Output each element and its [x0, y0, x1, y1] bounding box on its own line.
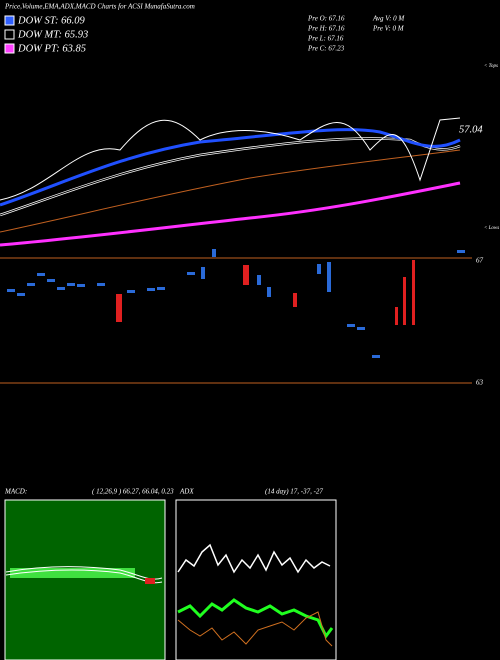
macd-panel — [4, 499, 166, 660]
legend-item: DOW ST: 66.09 — [17, 15, 86, 26]
page-title: Price,Volume,EMA,ADX,MACD Charts for ACS… — [4, 3, 195, 11]
ema-brown — [0, 149, 461, 233]
volume-axis-label: 67 — [476, 257, 484, 265]
quote-text: Pre C: 67.23 — [307, 45, 345, 53]
adx-params: (14 day) 17, -37, -27 — [265, 488, 323, 496]
macd-params: ( 12,26,9 ) 66.27, 66.04, 0.23 — [92, 488, 174, 496]
adx-panel — [175, 499, 337, 660]
price-line — [0, 117, 461, 201]
macd-negative — [145, 578, 155, 584]
quote-text: Pre V: 0 M — [372, 25, 405, 33]
macd-histogram — [10, 568, 135, 578]
legend-swatch — [4, 29, 15, 40]
lows-label: < Lows — [484, 226, 499, 231]
plus-di — [177, 598, 334, 639]
legend-swatch — [4, 43, 15, 54]
quote-text: Avg V: 0 M — [372, 15, 405, 23]
macd-label: MACD: — [4, 488, 27, 496]
minus-di — [177, 611, 333, 647]
tops-label: < Tops — [484, 64, 498, 69]
adx-line — [177, 543, 331, 574]
last-price: 57.04 — [459, 124, 483, 135]
quote-text: Pre L: 67.16 — [307, 35, 344, 43]
ema-short — [0, 128, 461, 207]
quote-text: Pre O: 67.16 — [307, 15, 345, 23]
volume-axis-label: 63 — [476, 379, 484, 387]
quote-text: Pre H: 67.16 — [307, 25, 345, 33]
legend-item: DOW MT: 65.93 — [17, 29, 88, 40]
volume-bars — [116, 260, 415, 325]
legend-swatch — [4, 15, 15, 26]
adx-label: ADX — [179, 488, 194, 496]
ema-long — [0, 181, 461, 247]
volume-markers — [7, 249, 465, 358]
legend-item: DOW PT: 63.85 — [17, 43, 86, 54]
